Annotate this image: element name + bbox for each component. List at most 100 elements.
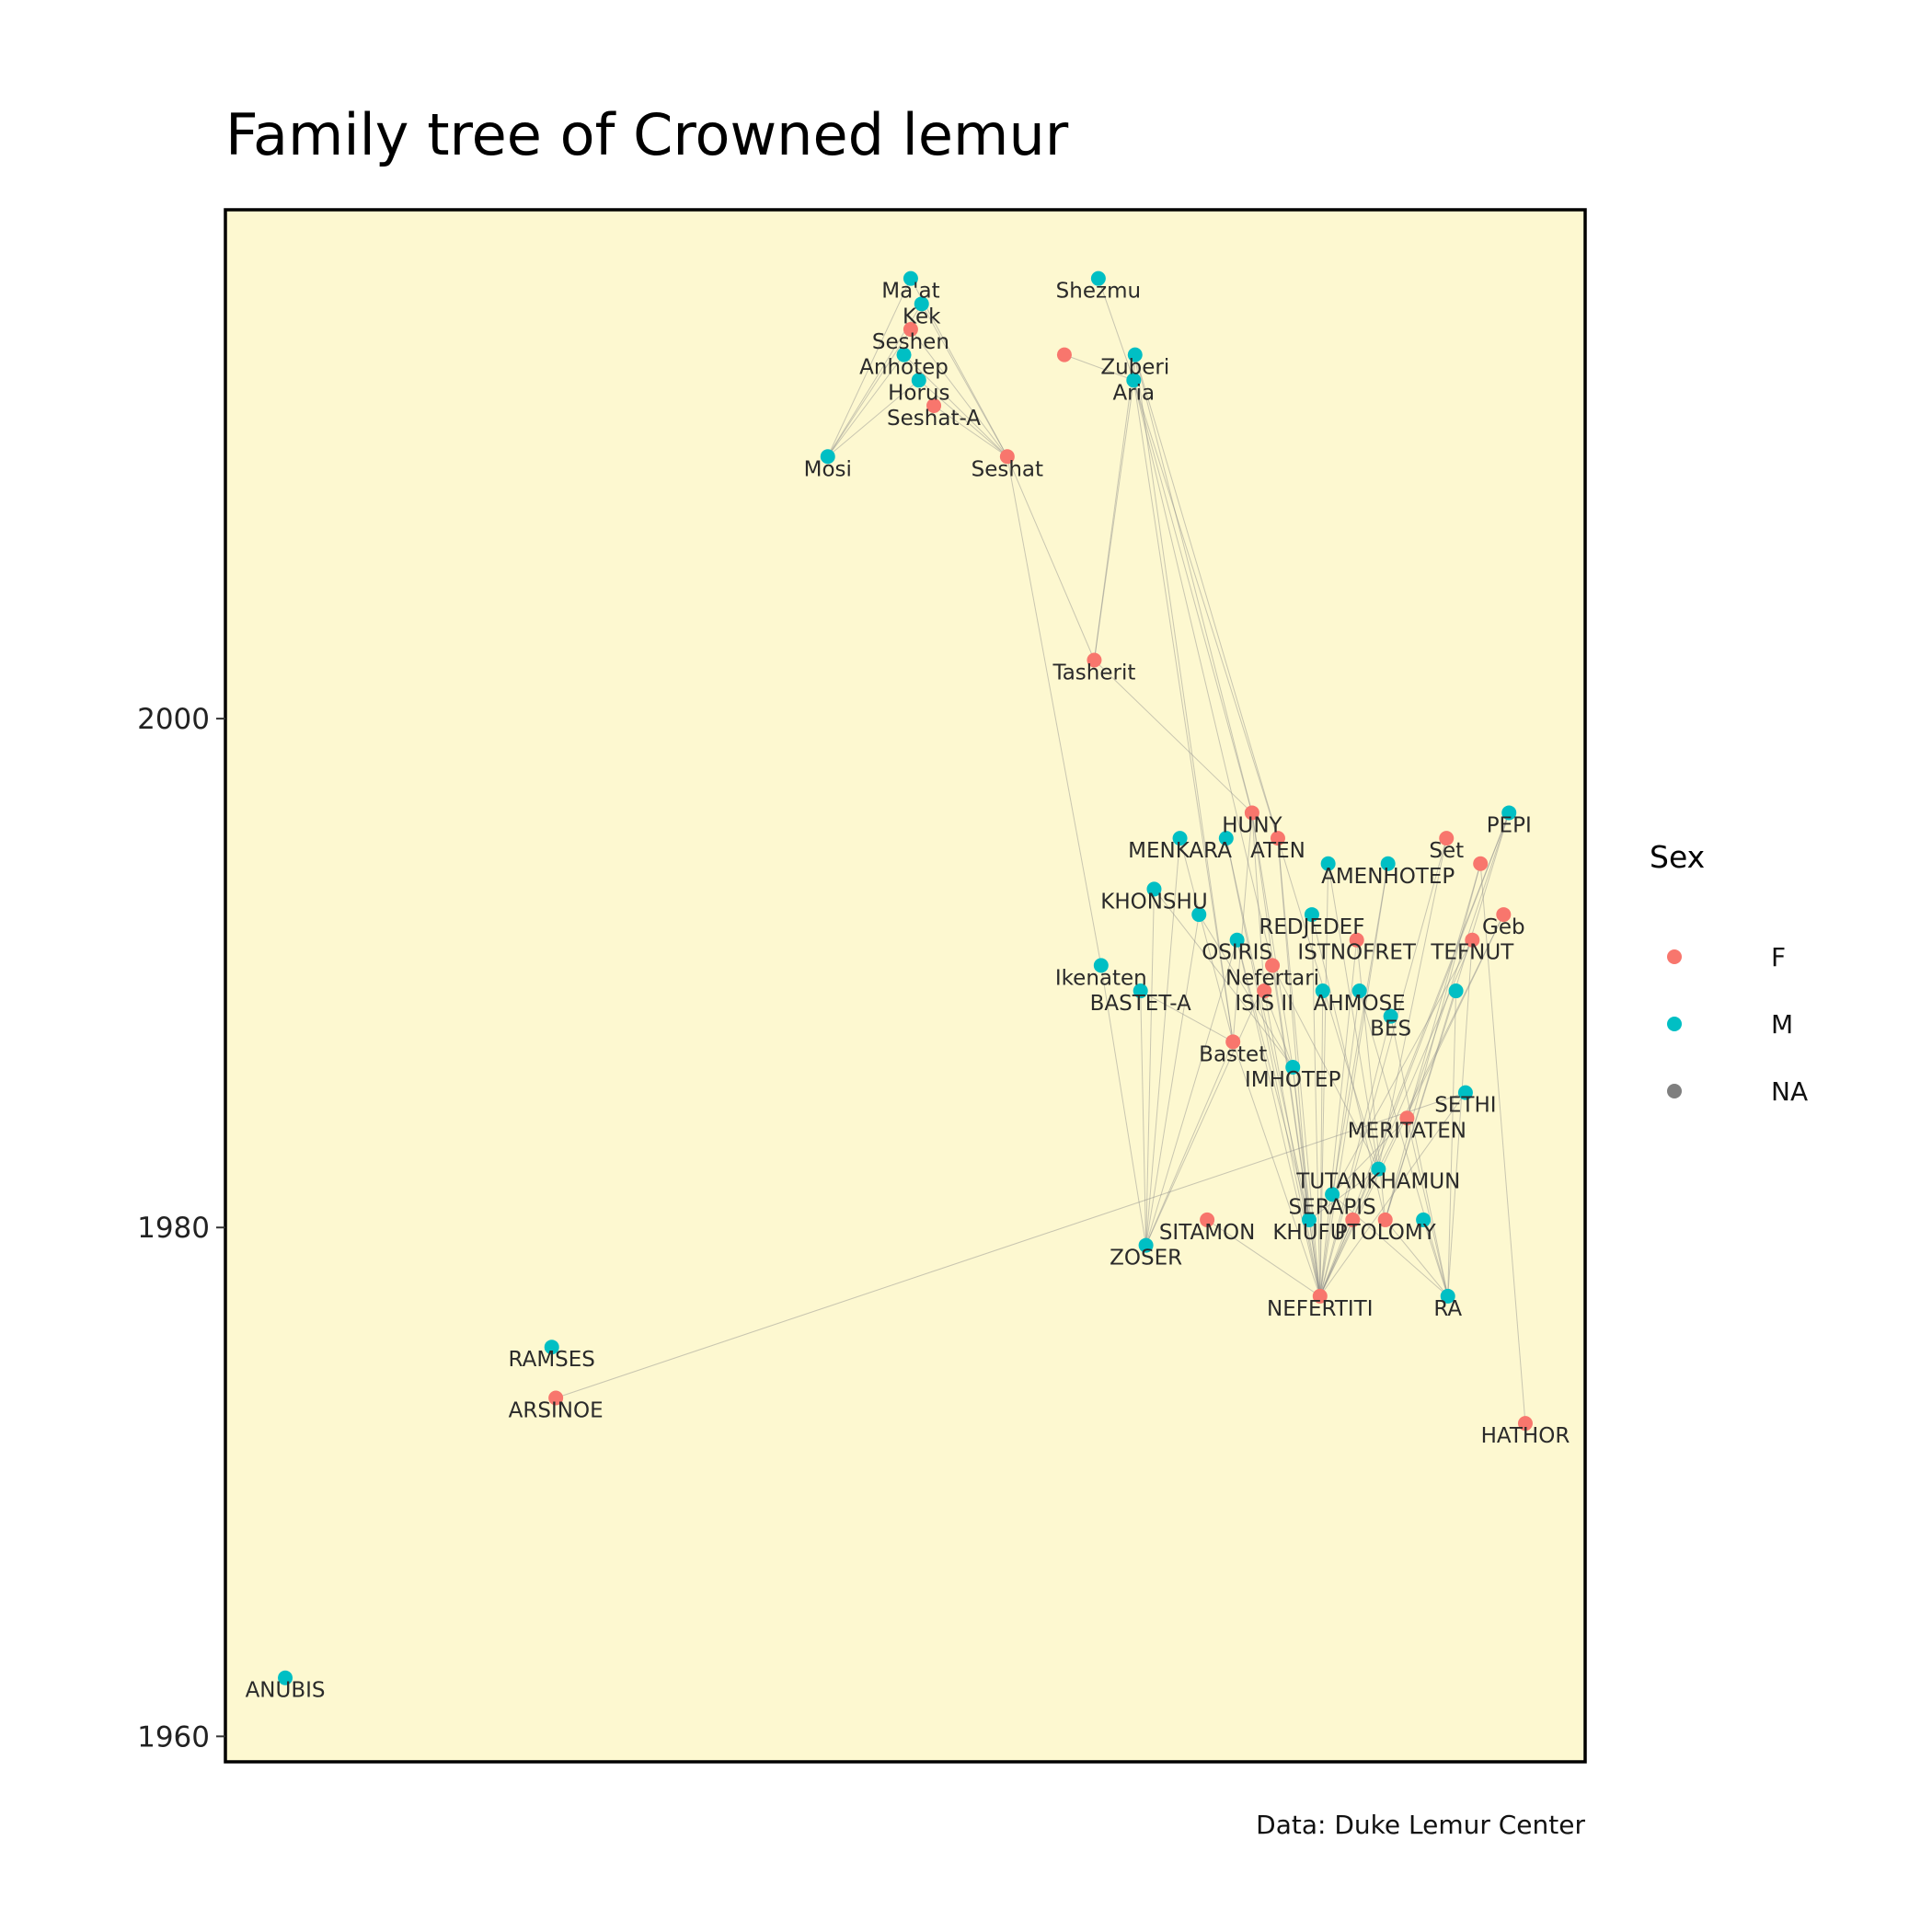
edge-line (1236, 939, 1321, 1297)
edge-line (1328, 863, 1379, 1169)
node-point (1380, 856, 1396, 871)
edge-line (1311, 914, 1321, 1296)
node-label: REDJEDEF (1259, 915, 1364, 939)
node-point (1265, 958, 1281, 973)
node-point (1257, 983, 1272, 999)
node-label: Aria (1112, 381, 1155, 405)
legend-label: M (1771, 1009, 1793, 1040)
node-point (1225, 1034, 1241, 1050)
node-point (1218, 831, 1234, 846)
node-point (544, 1340, 559, 1355)
node-label: Anhotep (859, 356, 949, 380)
edge-line (1422, 1219, 1449, 1297)
legend-key-f (1667, 949, 1682, 964)
node-label: Seshat (972, 457, 1043, 481)
node-label: Seshen (872, 330, 949, 354)
node-label: Set (1429, 839, 1464, 863)
edge-line (1236, 939, 1310, 1221)
node-label: Ikenaten (1055, 966, 1147, 990)
edge-line (1319, 837, 1447, 1297)
edge-line (933, 405, 1008, 457)
node-label: Geb (1482, 915, 1525, 939)
edge-line (1292, 1066, 1321, 1296)
legend-key-na (1667, 1084, 1682, 1098)
legend-label: NA (1771, 1076, 1808, 1107)
node-label: OSIRIS (1202, 941, 1272, 965)
node-label: HUNY (1222, 813, 1282, 837)
legend-items: F M NA (1667, 942, 1808, 1107)
node-label: MERITATEN (1348, 1119, 1466, 1143)
edge-line (1145, 965, 1273, 1246)
edge-line (1377, 914, 1504, 1169)
node-label: KHONSHU (1100, 890, 1207, 914)
node-point (926, 397, 942, 413)
node-label: SERAPIS (1289, 1195, 1376, 1219)
edge-line (1277, 838, 1310, 1220)
node-point (911, 373, 926, 388)
edge-line (1006, 456, 1095, 661)
edge-line (1154, 889, 1294, 1068)
edge-line (910, 328, 1008, 457)
edge-line (1271, 965, 1379, 1169)
node-label: PTOLOMY (1335, 1221, 1437, 1245)
edge-line (1385, 812, 1510, 1221)
edge-line (1331, 939, 1473, 1195)
node-point (1325, 1187, 1340, 1202)
edge-line (1319, 1092, 1466, 1297)
node-point (1371, 1161, 1386, 1177)
node-label: Ma'at (881, 280, 939, 304)
node-label: ARSINOE (509, 1399, 604, 1423)
node-label: MENKARA (1128, 839, 1232, 863)
node-point (1172, 831, 1188, 846)
edge-line (1064, 354, 1134, 381)
node-label: Kek (903, 305, 941, 328)
node-label: ANUBIS (246, 1679, 326, 1703)
edge-line (1133, 380, 1253, 813)
legend-title: Sex (1650, 839, 1705, 875)
node-point (896, 347, 912, 362)
node-point (1090, 270, 1106, 286)
edge-line (1319, 863, 1389, 1296)
node-point (1349, 932, 1364, 948)
edge-line (1232, 812, 1253, 1042)
edge-line (1277, 837, 1379, 1169)
node-label: KHUFU (1272, 1221, 1345, 1245)
node-point (278, 1670, 293, 1685)
edge-line (1319, 939, 1358, 1296)
node-point (1133, 983, 1148, 999)
node-point (548, 1390, 564, 1406)
edge-line (827, 328, 912, 457)
node-point (1191, 907, 1207, 923)
node-label: BASTET-A (1090, 992, 1191, 1016)
node-label: Nefertari (1225, 966, 1319, 990)
y-axis: 1960 1980 2000 (137, 703, 225, 1754)
edge-line (1006, 456, 1102, 966)
edge-line (827, 278, 912, 457)
legend-key-m (1667, 1017, 1682, 1031)
node-label: SITAMON (1159, 1221, 1256, 1245)
node-label: Bastet (1199, 1042, 1267, 1066)
edge-line (1351, 812, 1510, 1221)
node-label: AHMOSE (1314, 992, 1406, 1016)
edge-line (1225, 837, 1310, 1221)
edge-line (1251, 812, 1265, 992)
node-point (1377, 1212, 1393, 1227)
node-point (1457, 1085, 1473, 1100)
edge-line (1263, 990, 1321, 1296)
node-point (999, 449, 1015, 465)
y-tick-label: 2000 (137, 703, 210, 736)
edge-line (1319, 1168, 1379, 1297)
node-point (1465, 932, 1480, 948)
node-label: Zuberi (1100, 356, 1169, 380)
edge-line (1331, 1117, 1408, 1195)
chart-title: Family tree of Crowned lemur (225, 101, 1069, 168)
edge-line (1308, 1168, 1379, 1221)
edge-line (555, 1092, 1466, 1398)
edge-line (1145, 939, 1238, 1246)
edge-line (1406, 812, 1510, 1119)
node-point (1448, 983, 1464, 999)
node-point (1473, 856, 1489, 871)
edge-line (1385, 1219, 1449, 1297)
edge-line (1093, 380, 1134, 661)
edge-line (1377, 837, 1447, 1169)
